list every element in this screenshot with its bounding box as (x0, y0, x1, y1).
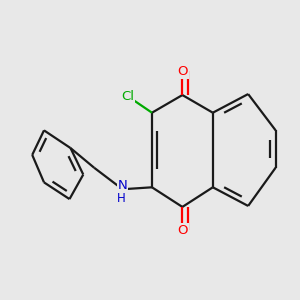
Text: N: N (118, 179, 128, 192)
Text: O: O (177, 224, 188, 237)
Text: Cl: Cl (121, 89, 134, 103)
Text: H: H (117, 193, 125, 206)
Text: O: O (177, 65, 188, 78)
